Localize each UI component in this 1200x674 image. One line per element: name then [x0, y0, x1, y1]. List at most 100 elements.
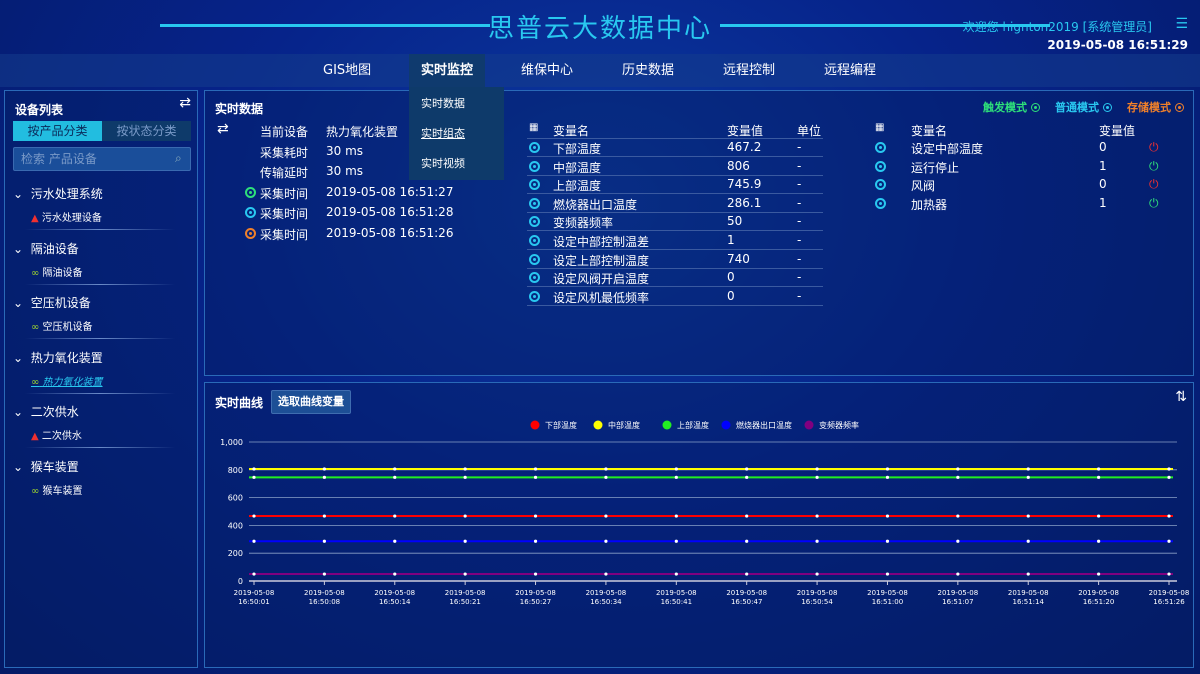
device-item[interactable]: ∞ 空压机设备 — [31, 318, 93, 333]
device-group[interactable]: ⌄ 空压机设备 — [13, 294, 91, 311]
legend-label: 燃烧器出口温度 — [736, 420, 792, 430]
menu-realtime-config[interactable]: 实时组态 — [421, 127, 465, 140]
column-header: 单位 — [797, 124, 822, 138]
select-curve-variable-button[interactable]: 选取曲线变量 — [271, 390, 351, 414]
welcome-user[interactable]: 欢迎您 hignton2019 [系统管理员] — [962, 20, 1152, 34]
data-point — [815, 539, 819, 543]
cell: 745.9 — [727, 177, 762, 192]
data-point — [1167, 572, 1171, 576]
table-row: 设定中部控制温差 1 - — [527, 232, 823, 250]
device-item-label: 隔油设备 — [42, 267, 83, 279]
device-group[interactable]: ⌄ 二次供水 — [13, 403, 79, 420]
cell: 0 — [727, 288, 735, 303]
radio-icon — [1030, 103, 1040, 112]
warning-icon: ▲ — [31, 431, 39, 442]
mode-0[interactable]: 触发模式 — [983, 99, 1040, 115]
variable-icon — [529, 160, 540, 172]
device-group[interactable]: ⌄ 污水处理系统 — [13, 185, 103, 202]
divider — [25, 229, 175, 230]
divider — [25, 447, 175, 448]
y-tick-label: 1,000 — [220, 438, 243, 447]
nav-realtime[interactable]: 实时监控 — [409, 54, 486, 87]
data-point — [252, 467, 256, 471]
device-item[interactable]: ∞ 猴车装置 — [31, 482, 83, 497]
device-group[interactable]: ⌄ 隔油设备 — [13, 240, 79, 257]
nav-gis[interactable]: GIS地图 — [323, 63, 372, 78]
data-point — [674, 572, 678, 576]
device-item-label: 二次供水 — [41, 431, 82, 442]
nav-maintenance[interactable]: 维保中心 — [521, 63, 574, 78]
device-item-label: 空压机设备 — [42, 322, 93, 333]
cell: 1 — [1099, 195, 1107, 210]
data-point — [604, 514, 608, 518]
cell: - — [797, 251, 802, 266]
device-item[interactable]: ▲ 二次供水 — [31, 427, 82, 442]
data-point — [1026, 572, 1030, 576]
variable-icon — [529, 235, 540, 246]
info-value: 2019-05-08 16:51:27 — [326, 184, 454, 199]
radio-icon — [1102, 103, 1112, 112]
nav-remote-control[interactable]: 远程控制 — [723, 63, 776, 78]
data-point — [1026, 514, 1030, 518]
info-value: 30 ms — [326, 143, 364, 158]
data-point — [885, 539, 890, 543]
device-group[interactable]: ⌄ 热力氧化装置 — [13, 349, 103, 366]
legend-marker — [721, 420, 731, 430]
info-key: 采集时间 — [260, 207, 309, 221]
data-point — [322, 514, 326, 518]
x-tick-label: 2019-05-08 16:51:14 — [1008, 589, 1049, 606]
menu-realtime-data[interactable]: 实时数据 — [421, 97, 465, 110]
cell: 加热器 — [911, 197, 948, 212]
cell: 变频器频率 — [553, 216, 614, 231]
data-point — [1097, 539, 1101, 543]
title-decoration — [160, 24, 490, 27]
list-icon[interactable]: ☰ — [1175, 16, 1188, 32]
device-list-title: 设备列表 — [15, 103, 64, 117]
data-point — [1167, 539, 1171, 543]
data-point — [533, 475, 538, 479]
device-item[interactable]: ∞ 热力氧化装置 — [31, 373, 103, 388]
power-icon[interactable]: ⏻ — [1149, 140, 1159, 154]
nav-history[interactable]: 历史数据 — [622, 63, 675, 78]
legend-marker — [804, 420, 814, 430]
tab-by-status[interactable]: 按状态分类 — [102, 121, 191, 141]
search-input[interactable]: 检索 产品设备 — [13, 147, 191, 171]
cell: 0 — [1099, 177, 1107, 192]
info-value: 30 ms — [326, 164, 364, 178]
tab-by-product[interactable]: 按产品分类 — [13, 121, 102, 141]
power-icon[interactable]: ⏻ — [1149, 195, 1159, 210]
cell: 运行停止 — [911, 160, 960, 175]
data-point — [745, 514, 749, 518]
data-point — [674, 514, 678, 518]
mode-1[interactable]: 普通模式 — [1055, 99, 1112, 115]
link-icon: ∞ — [31, 267, 40, 279]
mode-2[interactable]: 存储模式 — [1127, 99, 1184, 115]
swap-icon[interactable]: ⇄ — [217, 121, 229, 137]
nav-remote-program[interactable]: 远程编程 — [824, 63, 877, 78]
cell: 1 — [1099, 158, 1107, 173]
power-icon[interactable]: ⏻ — [1149, 158, 1159, 173]
menu-realtime-video[interactable]: 实时视频 — [421, 157, 465, 170]
chevron-down-icon: ⌄ — [13, 405, 24, 419]
data-point — [745, 572, 749, 576]
cell: 806 — [727, 158, 750, 173]
device-group[interactable]: ⌄ 猴车装置 — [13, 458, 79, 475]
device-item[interactable]: ▲ 污水处理设备 — [31, 209, 102, 224]
power-icon[interactable]: ⏻ — [1149, 177, 1159, 192]
chevron-down-icon: ⌄ — [13, 187, 24, 201]
table-row: 上部温度 745.9 - — [527, 176, 823, 195]
search-icon[interactable]: ⌕ — [175, 151, 182, 165]
x-tick-label: 2019-05-08 16:50:21 — [445, 589, 486, 606]
data-point — [1026, 539, 1030, 543]
warning-icon: ▲ — [31, 213, 39, 224]
sort-icon[interactable]: ⇅ — [1175, 389, 1187, 405]
x-tick-label: 2019-05-08 16:51:26 — [1149, 589, 1190, 606]
legend-marker — [593, 420, 603, 430]
device-item[interactable]: ∞ 隔油设备 — [31, 264, 83, 279]
legend-label: 中部温度 — [608, 420, 640, 430]
swap-icon[interactable]: ⇄ — [179, 95, 191, 111]
mode-label: 存储模式 — [1127, 101, 1171, 114]
data-point — [674, 539, 678, 543]
link-icon: ∞ — [31, 485, 40, 497]
cell: 设定风阀开启温度 — [553, 272, 650, 287]
